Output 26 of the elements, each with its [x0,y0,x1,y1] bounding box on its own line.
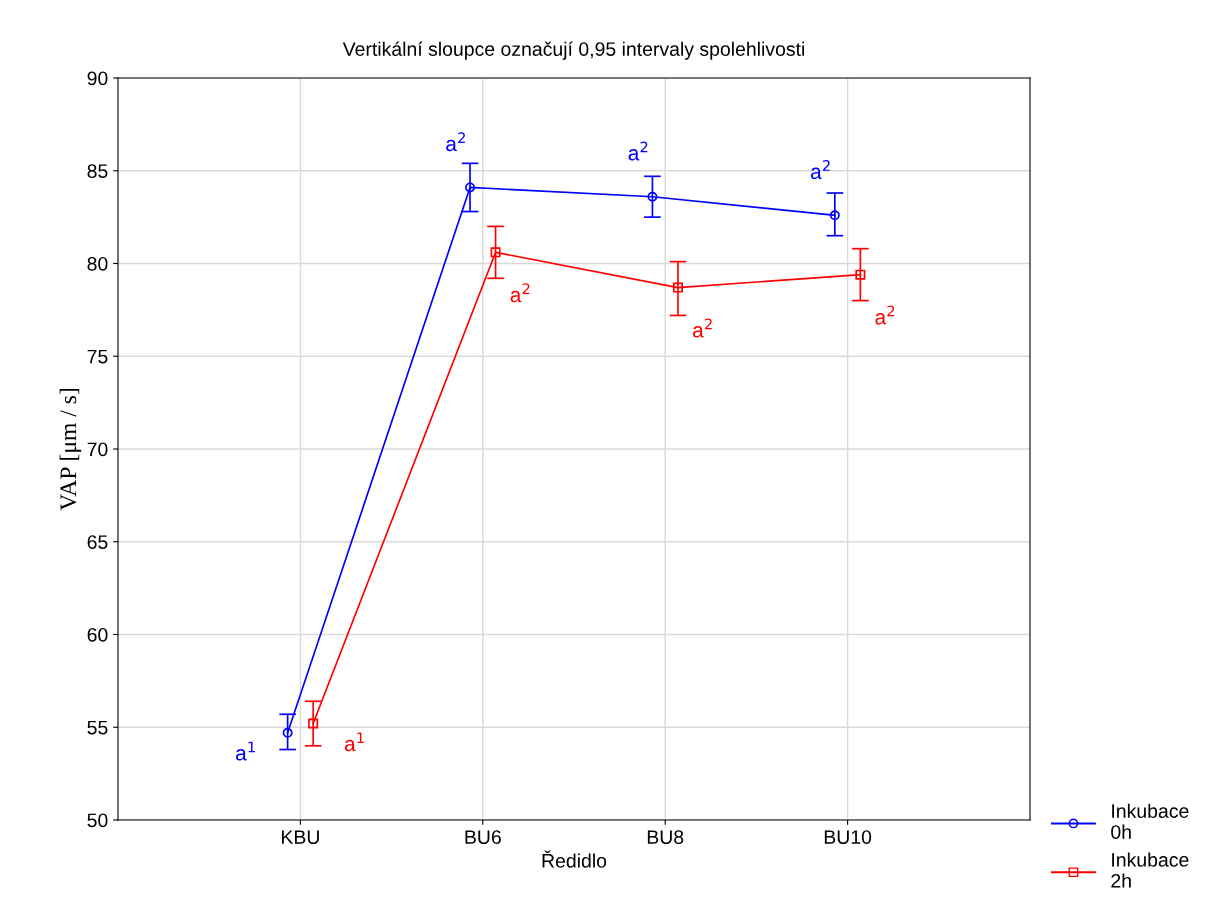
y-tick-label: 65 [87,535,108,549]
annotation: a$^{2}$ [510,283,530,303]
y-tick-label: 80 [87,256,108,271]
y-tick-label: 50 [87,813,108,828]
y-tick-label: 55 [87,720,108,735]
annotation: a$^{2}$ [811,160,830,180]
y-tick-label: 60 [87,627,108,642]
x-tick-label: BU10 [824,830,872,844]
x-tick-label: KBU [282,830,319,844]
y-axis-title: VAP [μm / s] [59,388,82,511]
annotation: a$^{2}$ [875,305,895,325]
legend-label: Inkubace 0h [1111,803,1189,839]
y-tick-label: 70 [87,442,108,457]
y-tick-label: 85 [87,164,108,178]
annotation: a$^{2}$ [446,132,465,152]
legend-label: Inkubace 2h [1111,852,1189,888]
annotation: a$^{2}$ [628,141,648,161]
x-tick-label: BU6 [465,830,501,844]
y-tick-label: 75 [87,349,108,364]
annotation: a$^{2}$ [693,318,712,338]
annotation: a$^{1}$ [344,732,364,752]
x-tick-label: BU8 [647,830,684,844]
x-axis-title: Ředidlo [542,850,607,868]
annotation: a$^{1}$ [236,741,255,761]
chart-title: Vertikální sloupce označují 0,95 intervaly spolehlivosti [342,41,805,60]
y-tick-label: 90 [87,71,108,86]
